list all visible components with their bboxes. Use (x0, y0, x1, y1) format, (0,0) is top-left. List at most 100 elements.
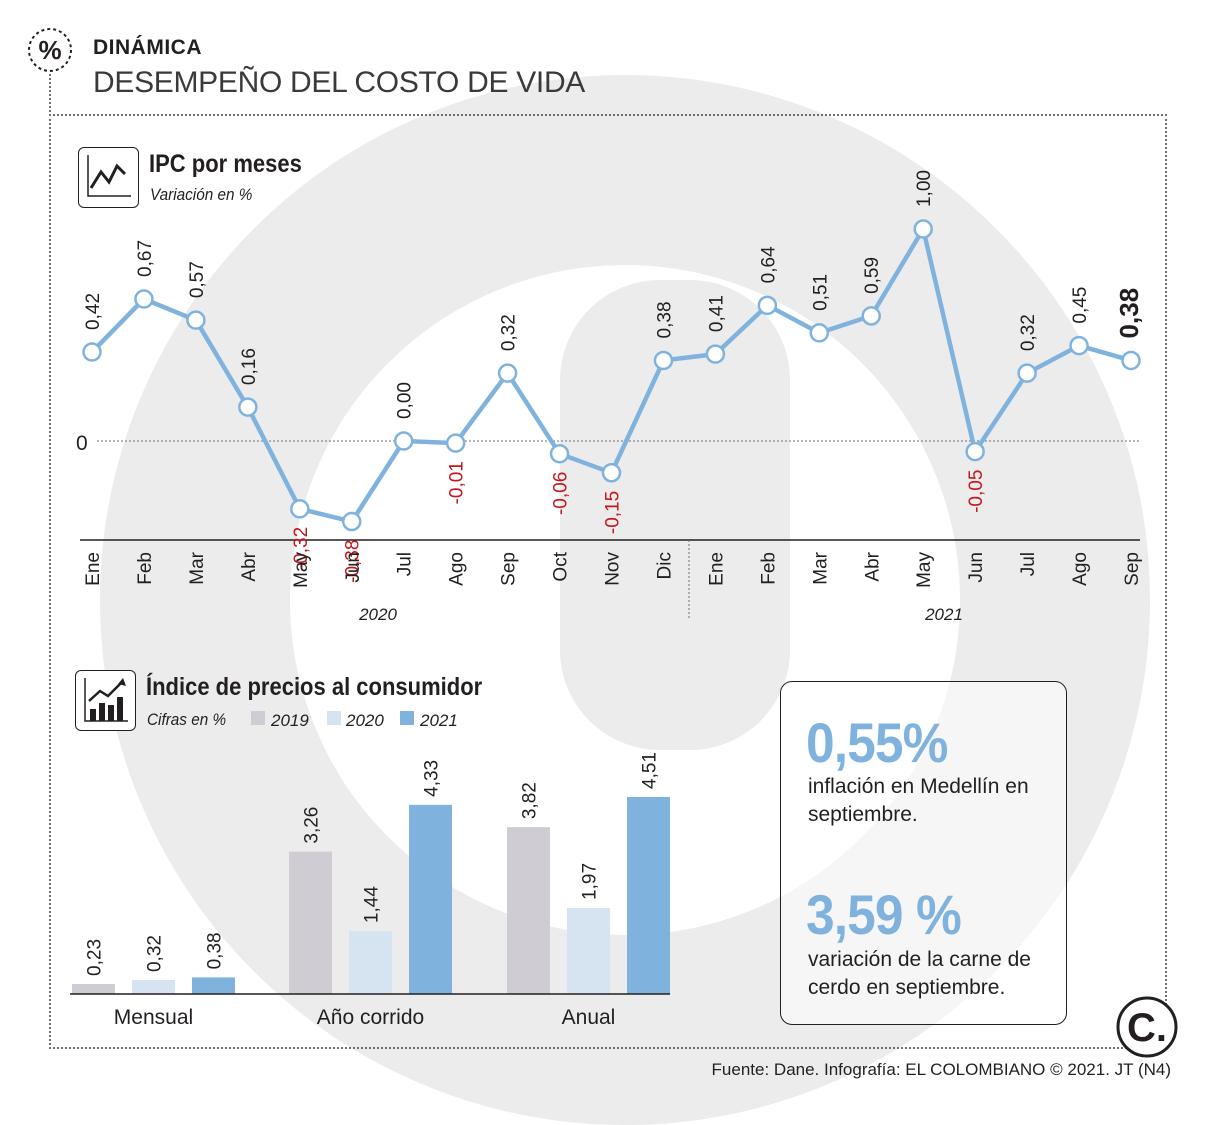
bar-chart-title: Índice de precios al consumidor (146, 673, 483, 701)
percent-icon: % (28, 28, 72, 72)
year-label-2021: 2021 (924, 605, 963, 624)
bar-data-label: 0,38 (205, 932, 226, 969)
month-tick-label: Mar (187, 551, 208, 584)
ipc-data-label: 0,57 (187, 261, 208, 298)
ipc-data-label: 1,00 (914, 170, 935, 207)
ipc-point (861, 306, 881, 326)
bar-data-label: 0,32 (145, 935, 166, 972)
bar-2021 (192, 977, 235, 994)
month-tick-label: Jun (343, 552, 364, 583)
month-tick-label: Jul (1018, 552, 1039, 576)
month-tick-label: Nov (603, 552, 624, 586)
bar-chart: 2019 2020 2021 0,23 0,32 0,38 Mensual 3,26 1,… (70, 711, 670, 1029)
ipc-data-label: -0,38 (343, 540, 364, 583)
svg-text:%: % (38, 35, 61, 65)
ipc-point (290, 499, 310, 519)
ipc-data-label: 0,42 (83, 293, 104, 330)
ipc-data-label: 0,38 (1114, 288, 1144, 339)
header-connector (49, 74, 51, 116)
ipc-data-label: 0,00 (395, 382, 416, 419)
category-label: Anual (562, 1006, 616, 1029)
line-chart: 0 2020 2021 0,42 Ene 0,67 Feb 0,57 Mar 0,16 Abr… (76, 170, 1144, 624)
section-label: DINÁMICA (93, 36, 202, 59)
month-tick-label: Ago (447, 552, 468, 586)
ipc-data-label: 0,67 (135, 240, 156, 277)
logo-text: C. (1127, 1006, 1167, 1050)
month-tick-label: Ene (706, 552, 727, 586)
ipc-point (1069, 335, 1089, 356)
bar-2020 (132, 980, 175, 994)
ipc-data-label: 0,64 (758, 246, 779, 283)
month-tick-label: Ago (1070, 552, 1091, 586)
bar-chart-icon (84, 678, 128, 722)
legend-swatch-2020 (327, 711, 341, 725)
page-title: DESEMPEÑO DEL COSTO DE VIDA (93, 66, 586, 99)
ipc-data-label: 0,16 (239, 348, 260, 385)
ipc-point (342, 511, 362, 532)
stat-value-medellin: 0,55% (806, 711, 948, 774)
line-chart-title: IPC por meses (149, 150, 302, 178)
stats-box: 0,55% inflación en Medellín en septiembr… (780, 681, 1067, 1025)
ipc-point (705, 344, 726, 364)
bar-2020 (349, 931, 392, 994)
month-tick-label: Ene (83, 552, 104, 586)
ipc-data-label: -0,32 (291, 527, 312, 570)
bar-data-label: 4,51 (640, 752, 661, 789)
ipc-data-label: -0,15 (603, 491, 624, 534)
bar-data-label: 0,23 (85, 939, 106, 976)
ipc-data-label: 0,45 (1070, 287, 1091, 324)
month-tick-label: Feb (758, 552, 779, 585)
stat-desc-medellin: inflación en Medellín en septiembre. (808, 775, 1029, 826)
ipc-point (913, 219, 933, 239)
ipc-point (238, 397, 258, 417)
bar-data-label: 1,97 (580, 863, 601, 900)
month-tick-label: Sep (1122, 552, 1143, 586)
bar-2019 (507, 827, 550, 994)
ipc-point (809, 323, 830, 343)
line-chart-icon-box (78, 147, 139, 208)
stat-desc-cerdo: variación de la carne de cerdo en septie… (808, 948, 1031, 999)
bar-2019 (72, 983, 115, 994)
ipc-point (82, 342, 102, 362)
month-tick-label: May (291, 552, 312, 588)
line-chart-icon (87, 155, 131, 197)
ipc-point (757, 295, 778, 316)
bar-data-label: 3,26 (302, 807, 323, 844)
month-tick-label: May (914, 552, 935, 588)
el-colombiano-logo: C. (1115, 995, 1179, 1059)
bar-data-label: 4,33 (422, 760, 443, 797)
bar-data-label: 1,44 (362, 886, 383, 923)
ipc-data-label: -0,01 (447, 461, 468, 504)
content-frame (49, 114, 1167, 1049)
category-label: Año corrido (317, 1006, 424, 1029)
stat-value-cerdo: 3,59 % (806, 883, 962, 946)
watermark-ring (100, 75, 1150, 1125)
zero-label: 0 (76, 432, 88, 455)
legend-label-2021: 2021 (419, 711, 458, 730)
bar-2021 (409, 804, 452, 994)
category-label: Mensual (114, 1006, 193, 1029)
ipc-point (549, 443, 570, 464)
section-icon: % (27, 27, 73, 73)
bar-data-label: 3,82 (520, 782, 541, 819)
month-tick-label: Abr (239, 551, 260, 581)
ipc-data-label: -0,05 (966, 470, 987, 513)
month-tick-label: Mar (810, 551, 831, 584)
ipc-data-label: 0,51 (810, 274, 831, 311)
ipc-point (393, 431, 414, 451)
ipc-data-label: 0,41 (706, 295, 727, 332)
bar-2021 (627, 797, 670, 994)
ipc-point (445, 433, 466, 453)
bar-2019 (289, 851, 332, 994)
ipc-point (186, 310, 206, 330)
ipc-point (497, 363, 518, 383)
ipc-data-label: 0,38 (654, 301, 675, 338)
month-tick-label: Feb (135, 552, 156, 585)
month-tick-label: Jun (966, 552, 987, 583)
month-tick-label: Jul (395, 552, 416, 576)
ipc-point (1017, 363, 1037, 383)
bar-chart-subtitle: Cifras en % (147, 710, 227, 729)
ipc-data-label: 0,59 (862, 257, 883, 294)
ipc-data-label: 0,32 (499, 314, 520, 351)
